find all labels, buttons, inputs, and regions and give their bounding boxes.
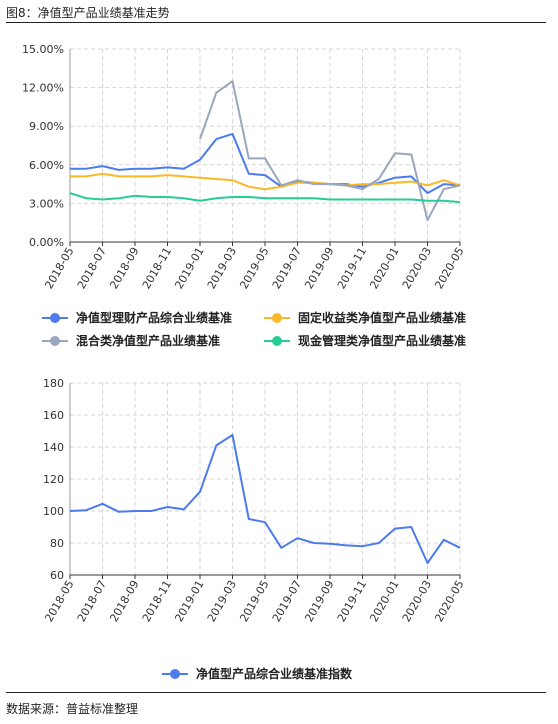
x-tick-label: 2020-01 <box>367 245 401 291</box>
x-tick-label: 2018-07 <box>75 245 109 291</box>
y-tick-label: 160 <box>43 409 64 422</box>
series-line-1 <box>69 434 461 564</box>
series-line-2 <box>70 172 461 191</box>
source-divider <box>6 692 546 693</box>
x-tick-label: 2019-09 <box>302 578 336 624</box>
legend-marker-1 <box>50 313 60 323</box>
y-tick-label: 6.00% <box>29 159 64 172</box>
series-line-3 <box>199 80 461 222</box>
legend-marker-3 <box>50 336 60 346</box>
chart-benchmark-index: 60 80 100 120 140 160 180 2018-052018-072018-09… <box>42 377 466 680</box>
title-divider <box>6 22 546 23</box>
legend-label-1: 净值型产品综合业绩基准指数 <box>196 666 353 680</box>
x-tick-label: 2018-07 <box>75 578 109 624</box>
y-tick-label: 3.00% <box>29 197 64 210</box>
y-tick-label: 15.00% <box>22 43 64 56</box>
x-tick-label: 2019-03 <box>205 578 239 624</box>
x-tick-label: 2019-09 <box>302 245 336 291</box>
x-tick-label: 2019-07 <box>270 578 304 624</box>
legend-marker-2 <box>272 313 282 323</box>
x-tick-label: 2020-05 <box>432 245 466 291</box>
x-tick-label: 2019-07 <box>270 245 304 291</box>
legend-label-3: 混合类净值型产品业绩基准 <box>76 333 220 348</box>
legend-label-1: 净值型理财产品综合业绩基准 <box>76 310 232 325</box>
x-tick-label: 2019-11 <box>335 578 369 624</box>
x-tick-label: 2020-03 <box>400 578 434 624</box>
legend-label-4: 现金管理类净值型产品业绩基准 <box>298 333 466 348</box>
x-tick-label: 2018-11 <box>140 578 174 624</box>
x-tick-label: 2018-09 <box>107 245 141 291</box>
y-tick-label: 0.00% <box>29 236 64 249</box>
x-tick-label: 2019-11 <box>335 245 369 291</box>
x-tick-label: 2020-05 <box>432 578 466 624</box>
y-tick-label: 80 <box>50 537 64 550</box>
x-tick-label: 2019-05 <box>237 578 271 624</box>
x-tick-label: 2018-05 <box>42 245 76 291</box>
y-tick-label: 12.00% <box>22 82 64 95</box>
y-tick-label: 9.00% <box>29 120 64 133</box>
x-tick-label: 2019-01 <box>172 245 206 291</box>
y-tick-label: 60 <box>50 569 64 582</box>
y-tick-label: 120 <box>43 473 64 486</box>
legend-label-2: 固定收益类净值型产品业绩基准 <box>298 310 466 325</box>
y-tick-label: 140 <box>43 441 64 454</box>
x-tick-label: 2018-11 <box>140 245 174 291</box>
figure-title: 图8：净值型产品业绩基准走势 <box>6 6 170 20</box>
legend-marker-4 <box>272 336 282 346</box>
x-tick-label: 2020-03 <box>400 245 434 291</box>
x-tick-label: 2018-05 <box>42 578 76 624</box>
y-tick-label: 100 <box>43 505 64 518</box>
y-tick-label: 180 <box>43 377 64 390</box>
legend-marker-1 <box>170 669 180 679</box>
series-line-4 <box>69 192 461 204</box>
series-line-1 <box>70 132 461 195</box>
chart-performance-benchmarks: 0.00%3.00%6.00%9.00%12.00%15.00%2018-052… <box>22 43 467 348</box>
source-note: 数据来源：普益标准整理 <box>6 702 139 716</box>
x-tick-label: 2019-05 <box>237 245 271 291</box>
x-tick-label: 2018-09 <box>107 578 141 624</box>
x-tick-label: 2019-01 <box>172 578 206 624</box>
x-tick-label: 2019-03 <box>205 245 239 291</box>
x-tick-label: 2020-01 <box>367 578 401 624</box>
